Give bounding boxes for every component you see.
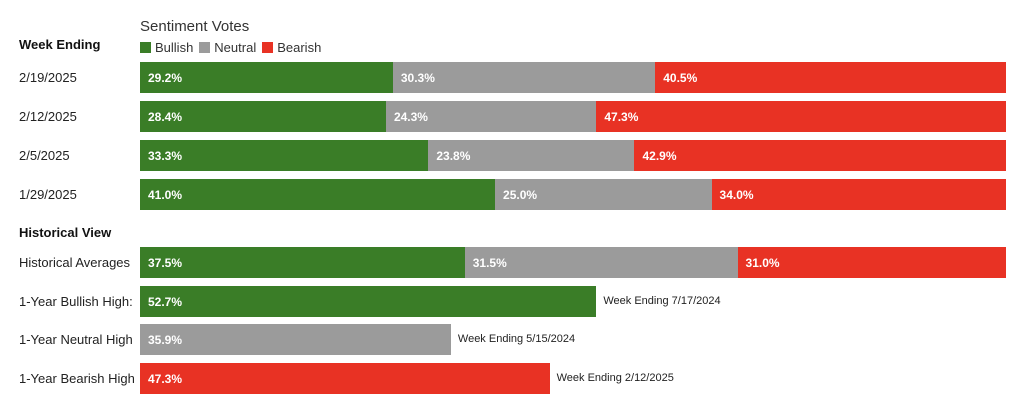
week-ending-header: Week Ending	[19, 37, 101, 52]
week-row-2-neutral-value: 24.3%	[393, 109, 428, 124]
week-row-4-bullish-value: 41.0%	[148, 187, 183, 202]
week-row-3-neutral-segment: 23.8%	[428, 140, 635, 171]
week-row-1-bearish-segment: 40.5%	[655, 62, 1006, 93]
high-row-neutral-note: Week Ending 5/15/2024	[457, 333, 576, 345]
week-row-1-bullish-segment: 29.2%	[140, 62, 393, 93]
high-row-neutral-label: 1-Year Neutral High	[19, 332, 133, 347]
week-row-3-bearish-segment: 42.9%	[634, 140, 1006, 171]
week-row-3-bar: 33.3% 23.8% 42.9%	[140, 140, 1006, 171]
week-row-2-bullish-value: 28.4%	[148, 109, 183, 124]
week-row-4-bearish-value: 34.0%	[719, 187, 754, 202]
week-row-3-label: 2/5/2025	[19, 148, 70, 163]
high-row-bearish-bar: 47.3%	[140, 363, 550, 394]
week-row-1-bar: 29.2% 30.3% 40.5%	[140, 62, 1006, 93]
historical-averages-neutral-value: 31.5%	[472, 255, 507, 270]
legend-title: Sentiment Votes	[140, 18, 250, 35]
high-row-bearish-label: 1-Year Bearish High	[19, 371, 135, 386]
historical-averages-bar: 37.5% 31.5% 31.0%	[140, 247, 1006, 278]
high-row-bullish-value: 52.7%	[148, 294, 183, 309]
legend: Bullish Neutral Bearish	[140, 40, 327, 55]
week-row-2-bar: 28.4% 24.3% 47.3%	[140, 101, 1006, 132]
high-row-bearish-note: Week Ending 2/12/2025	[556, 372, 674, 384]
week-row-2-neutral-segment: 24.3%	[385, 101, 597, 132]
high-row-bearish-segment: 47.3%	[140, 363, 550, 394]
week-row-3-bullish-segment: 33.3%	[140, 140, 429, 171]
legend-label-bullish: Bullish	[155, 40, 194, 55]
legend-label-neutral: Neutral	[214, 40, 257, 55]
historical-averages-bearish-segment: 31.0%	[737, 247, 1006, 278]
high-row-bullish-note: Week Ending 7/17/2024	[603, 295, 721, 307]
week-row-2-bearish-segment: 47.3%	[596, 101, 1006, 132]
high-row-neutral-bar: 35.9%	[140, 324, 451, 355]
week-row-1-bearish-value: 40.5%	[663, 70, 698, 85]
week-row-3-bearish-value: 42.9%	[642, 148, 677, 163]
week-row-4-neutral-value: 25.0%	[503, 187, 538, 202]
legend-swatch-bearish	[262, 42, 274, 53]
legend-item-bullish: Bullish	[140, 40, 193, 55]
week-row-2-label: 2/12/2025	[19, 109, 77, 124]
legend-swatch-neutral	[199, 42, 211, 53]
week-row-2-bullish-segment: 28.4%	[140, 101, 386, 132]
historical-view-header: Historical View	[19, 225, 112, 240]
week-row-3-bullish-value: 33.3%	[148, 148, 183, 163]
legend-item-neutral: Neutral	[199, 40, 256, 55]
legend-item-bearish: Bearish	[262, 40, 321, 55]
legend-label-bearish: Bearish	[277, 40, 322, 55]
week-row-1-neutral-segment: 30.3%	[392, 62, 656, 93]
historical-averages-bullish-value: 37.5%	[148, 255, 183, 270]
high-row-bearish-value: 47.3%	[148, 371, 183, 386]
historical-averages-bullish-segment: 37.5%	[140, 247, 465, 278]
historical-averages-bearish-value: 31.0%	[745, 255, 780, 270]
high-row-neutral-value: 35.9%	[148, 332, 183, 347]
high-row-bullish-segment: 52.7%	[140, 286, 597, 317]
high-row-bullish-bar: 52.7%	[140, 286, 597, 317]
week-row-4-neutral-segment: 25.0%	[495, 179, 712, 210]
week-row-4-label: 1/29/2025	[19, 187, 77, 202]
high-row-bullish-label: 1-Year Bullish High:	[19, 294, 133, 309]
high-row-neutral-segment: 35.9%	[140, 324, 451, 355]
week-row-4-bar: 41.0% 25.0% 34.0%	[140, 179, 1006, 210]
week-row-1-label: 2/19/2025	[19, 70, 77, 85]
week-row-1-bullish-value: 29.2%	[148, 70, 183, 85]
week-row-4-bullish-segment: 41.0%	[140, 179, 496, 210]
historical-averages-neutral-segment: 31.5%	[464, 247, 738, 278]
week-row-4-bearish-segment: 34.0%	[711, 179, 1006, 210]
historical-averages-label: Historical Averages	[19, 255, 131, 270]
legend-swatch-bullish	[140, 42, 151, 53]
week-row-1-neutral-value: 30.3%	[400, 70, 435, 85]
week-row-3-neutral-value: 23.8%	[436, 148, 471, 163]
week-row-2-bearish-value: 47.3%	[604, 109, 639, 124]
